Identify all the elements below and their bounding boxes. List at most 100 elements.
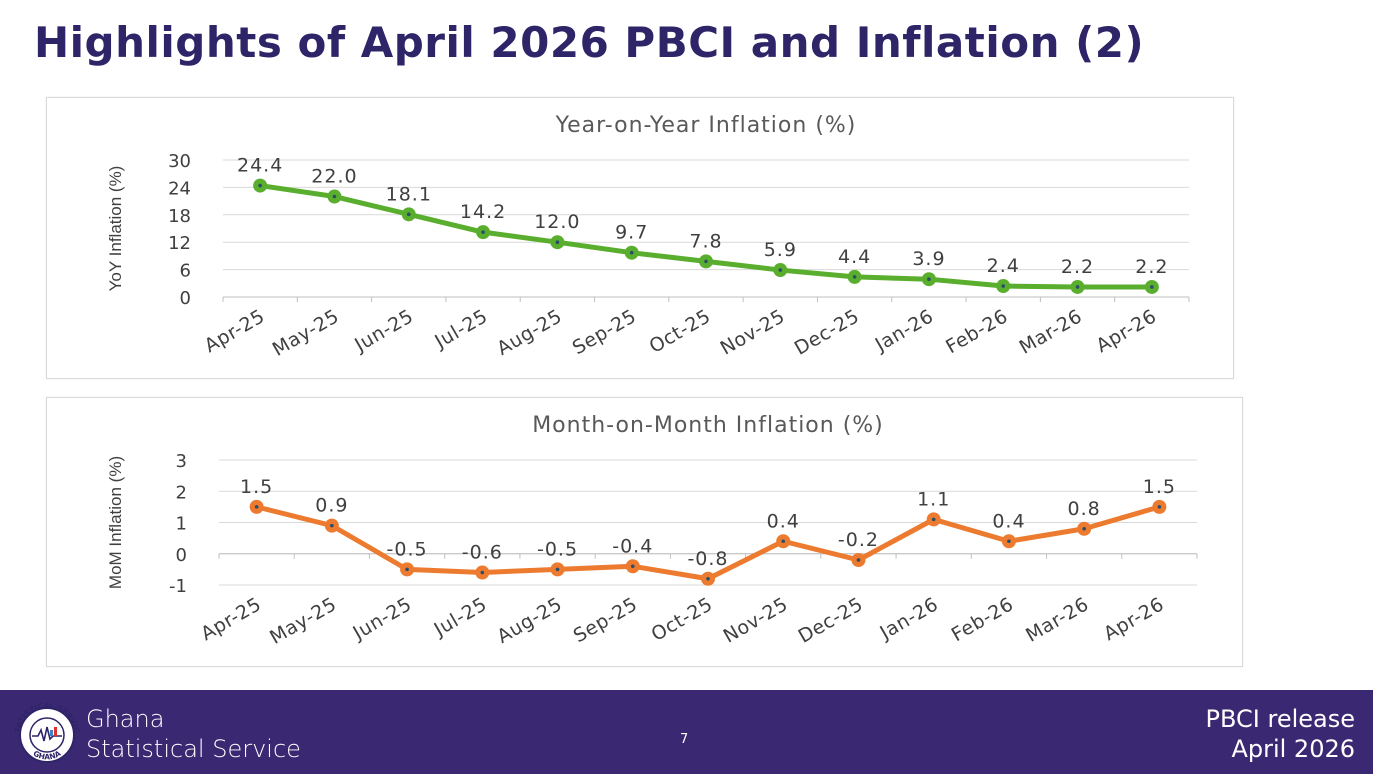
data-label: 0.4	[767, 510, 800, 532]
x-category-label: Jun-25	[350, 305, 417, 356]
x-category-label: Jul-25	[430, 305, 491, 353]
x-category-label: May-25	[266, 593, 340, 649]
data-label: 3.9	[912, 248, 945, 270]
y-tick-label: 0	[180, 288, 191, 309]
release-info: PBCI release April 2026	[1206, 704, 1356, 764]
data-label: 4.4	[838, 246, 871, 268]
data-label: 2.2	[1061, 256, 1094, 278]
yoy-inflation-chart: Year-on-Year Inflation (%) 0 6 12 18 24 30 YoY …	[46, 97, 1234, 379]
data-label: 0.9	[315, 495, 348, 517]
data-point-center	[1075, 285, 1080, 289]
ghana-statistical-service-logo: STATISTICAL SERVICE GHANA	[12, 703, 81, 763]
x-category-label: Jun-25	[349, 593, 416, 644]
data-label: 2.4	[987, 255, 1020, 277]
chart-title: Year-on-Year Inflation (%)	[555, 113, 857, 138]
data-label: 1.5	[240, 476, 273, 498]
data-label: 24.4	[237, 155, 283, 177]
page-number: 7	[680, 732, 689, 747]
x-category-label: May-25	[269, 305, 343, 361]
data-point-center	[406, 212, 411, 217]
data-point-center	[254, 505, 259, 509]
data-point-center	[778, 268, 783, 272]
x-category-label: Sep-25	[570, 593, 641, 647]
svg-text:GHANA: GHANA	[32, 749, 63, 762]
org-name-line2: Statistical Service	[86, 735, 301, 763]
x-category-label: Apr-26	[1092, 305, 1160, 357]
y-tick-label: 1	[176, 514, 187, 535]
x-category-label: Oct-25	[646, 305, 715, 357]
y-axis-label: YoY Inflation (%)	[106, 166, 125, 292]
data-label: 0.8	[1068, 498, 1101, 520]
slide-title: Highlights of April 2026 PBCI and Inflat…	[34, 18, 1145, 67]
x-category-label: Jan-26	[875, 593, 942, 644]
y-tick-label: 3	[176, 451, 187, 472]
org-name: Ghana Statistical Service	[86, 704, 301, 764]
x-category-label: Feb-26	[948, 593, 1018, 646]
x-category-label: Feb-26	[942, 305, 1012, 358]
data-label: -0.6	[462, 542, 503, 564]
data-point-center	[629, 250, 634, 255]
data-label: 1.5	[1143, 476, 1176, 498]
data-point-center	[1007, 539, 1011, 544]
y-tick-label: 0	[176, 545, 187, 566]
data-label: 7.8	[689, 230, 722, 252]
data-point-center	[1001, 284, 1006, 288]
y-tick-label: 30	[168, 151, 191, 172]
y-tick-label: -1	[169, 576, 187, 597]
release-line2: April 2026	[1231, 735, 1355, 763]
data-point-center	[706, 576, 710, 581]
data-point-center	[258, 183, 262, 188]
y-tick-label: 18	[168, 206, 191, 227]
data-point-center	[927, 277, 931, 281]
data-point-center	[555, 567, 560, 572]
x-category-label: Apr-25	[201, 305, 269, 357]
x-category-label: Mar-26	[1016, 305, 1086, 358]
x-category-label: Jul-25	[430, 593, 491, 641]
x-category-label: Aug-25	[493, 305, 566, 360]
x-category-label: Apr-25	[197, 593, 265, 645]
data-point-center	[332, 194, 337, 199]
y-tick-label: 12	[168, 233, 191, 254]
data-point-center	[481, 230, 485, 234]
data-label: 18.1	[386, 183, 432, 205]
x-category-label: Sep-25	[569, 305, 640, 359]
org-name-line1: Ghana	[86, 705, 165, 733]
x-category-label: Oct-25	[648, 593, 717, 645]
data-point-center	[852, 275, 857, 279]
data-label: 9.7	[615, 222, 648, 244]
x-category-label: Nov-25	[720, 593, 792, 647]
footer-bar: STATISTICAL SERVICE GHANA Ghana Statisti…	[0, 690, 1373, 774]
data-point-center	[630, 564, 635, 569]
data-point-center	[1082, 526, 1086, 531]
x-category-label: Dec-25	[791, 305, 863, 359]
mom-inflation-chart: Month-on-Month Inflation (%) -1 0 1 2 3 MoM In…	[46, 397, 1243, 667]
data-label: 12.0	[534, 211, 580, 233]
x-category-label: Dec-25	[795, 593, 867, 647]
data-point-center	[704, 259, 708, 264]
y-tick-label: 6	[180, 261, 191, 282]
data-label: 2.2	[1135, 256, 1168, 278]
data-point-center	[856, 558, 861, 562]
logo-bottom-text: GHANA	[32, 749, 63, 762]
data-point-center	[1150, 285, 1154, 289]
data-label: 0.4	[992, 510, 1025, 532]
data-point-center	[781, 539, 786, 544]
data-point-center	[555, 240, 560, 244]
mom-chart-svg: Month-on-Month Inflation (%) -1 0 1 2 3 MoM In…	[106, 413, 1198, 649]
data-label: -0.4	[612, 535, 653, 557]
data-point-center	[480, 570, 485, 575]
data-label: -0.5	[537, 538, 578, 560]
data-point-center	[1157, 505, 1162, 509]
data-label: -0.5	[387, 538, 428, 560]
x-category-label: Mar-26	[1022, 593, 1092, 646]
data-point-center	[931, 517, 936, 522]
chart-title: Month-on-Month Inflation (%)	[532, 413, 884, 438]
x-category-label: Jan-26	[871, 305, 938, 356]
data-label: -0.8	[687, 548, 728, 570]
data-point-center	[405, 567, 409, 572]
release-line1: PBCI release	[1205, 705, 1356, 733]
data-label: 5.9	[764, 239, 797, 261]
data-point-center	[330, 523, 334, 528]
x-category-label: Apr-26	[1100, 593, 1168, 645]
data-label: 22.0	[311, 166, 357, 188]
